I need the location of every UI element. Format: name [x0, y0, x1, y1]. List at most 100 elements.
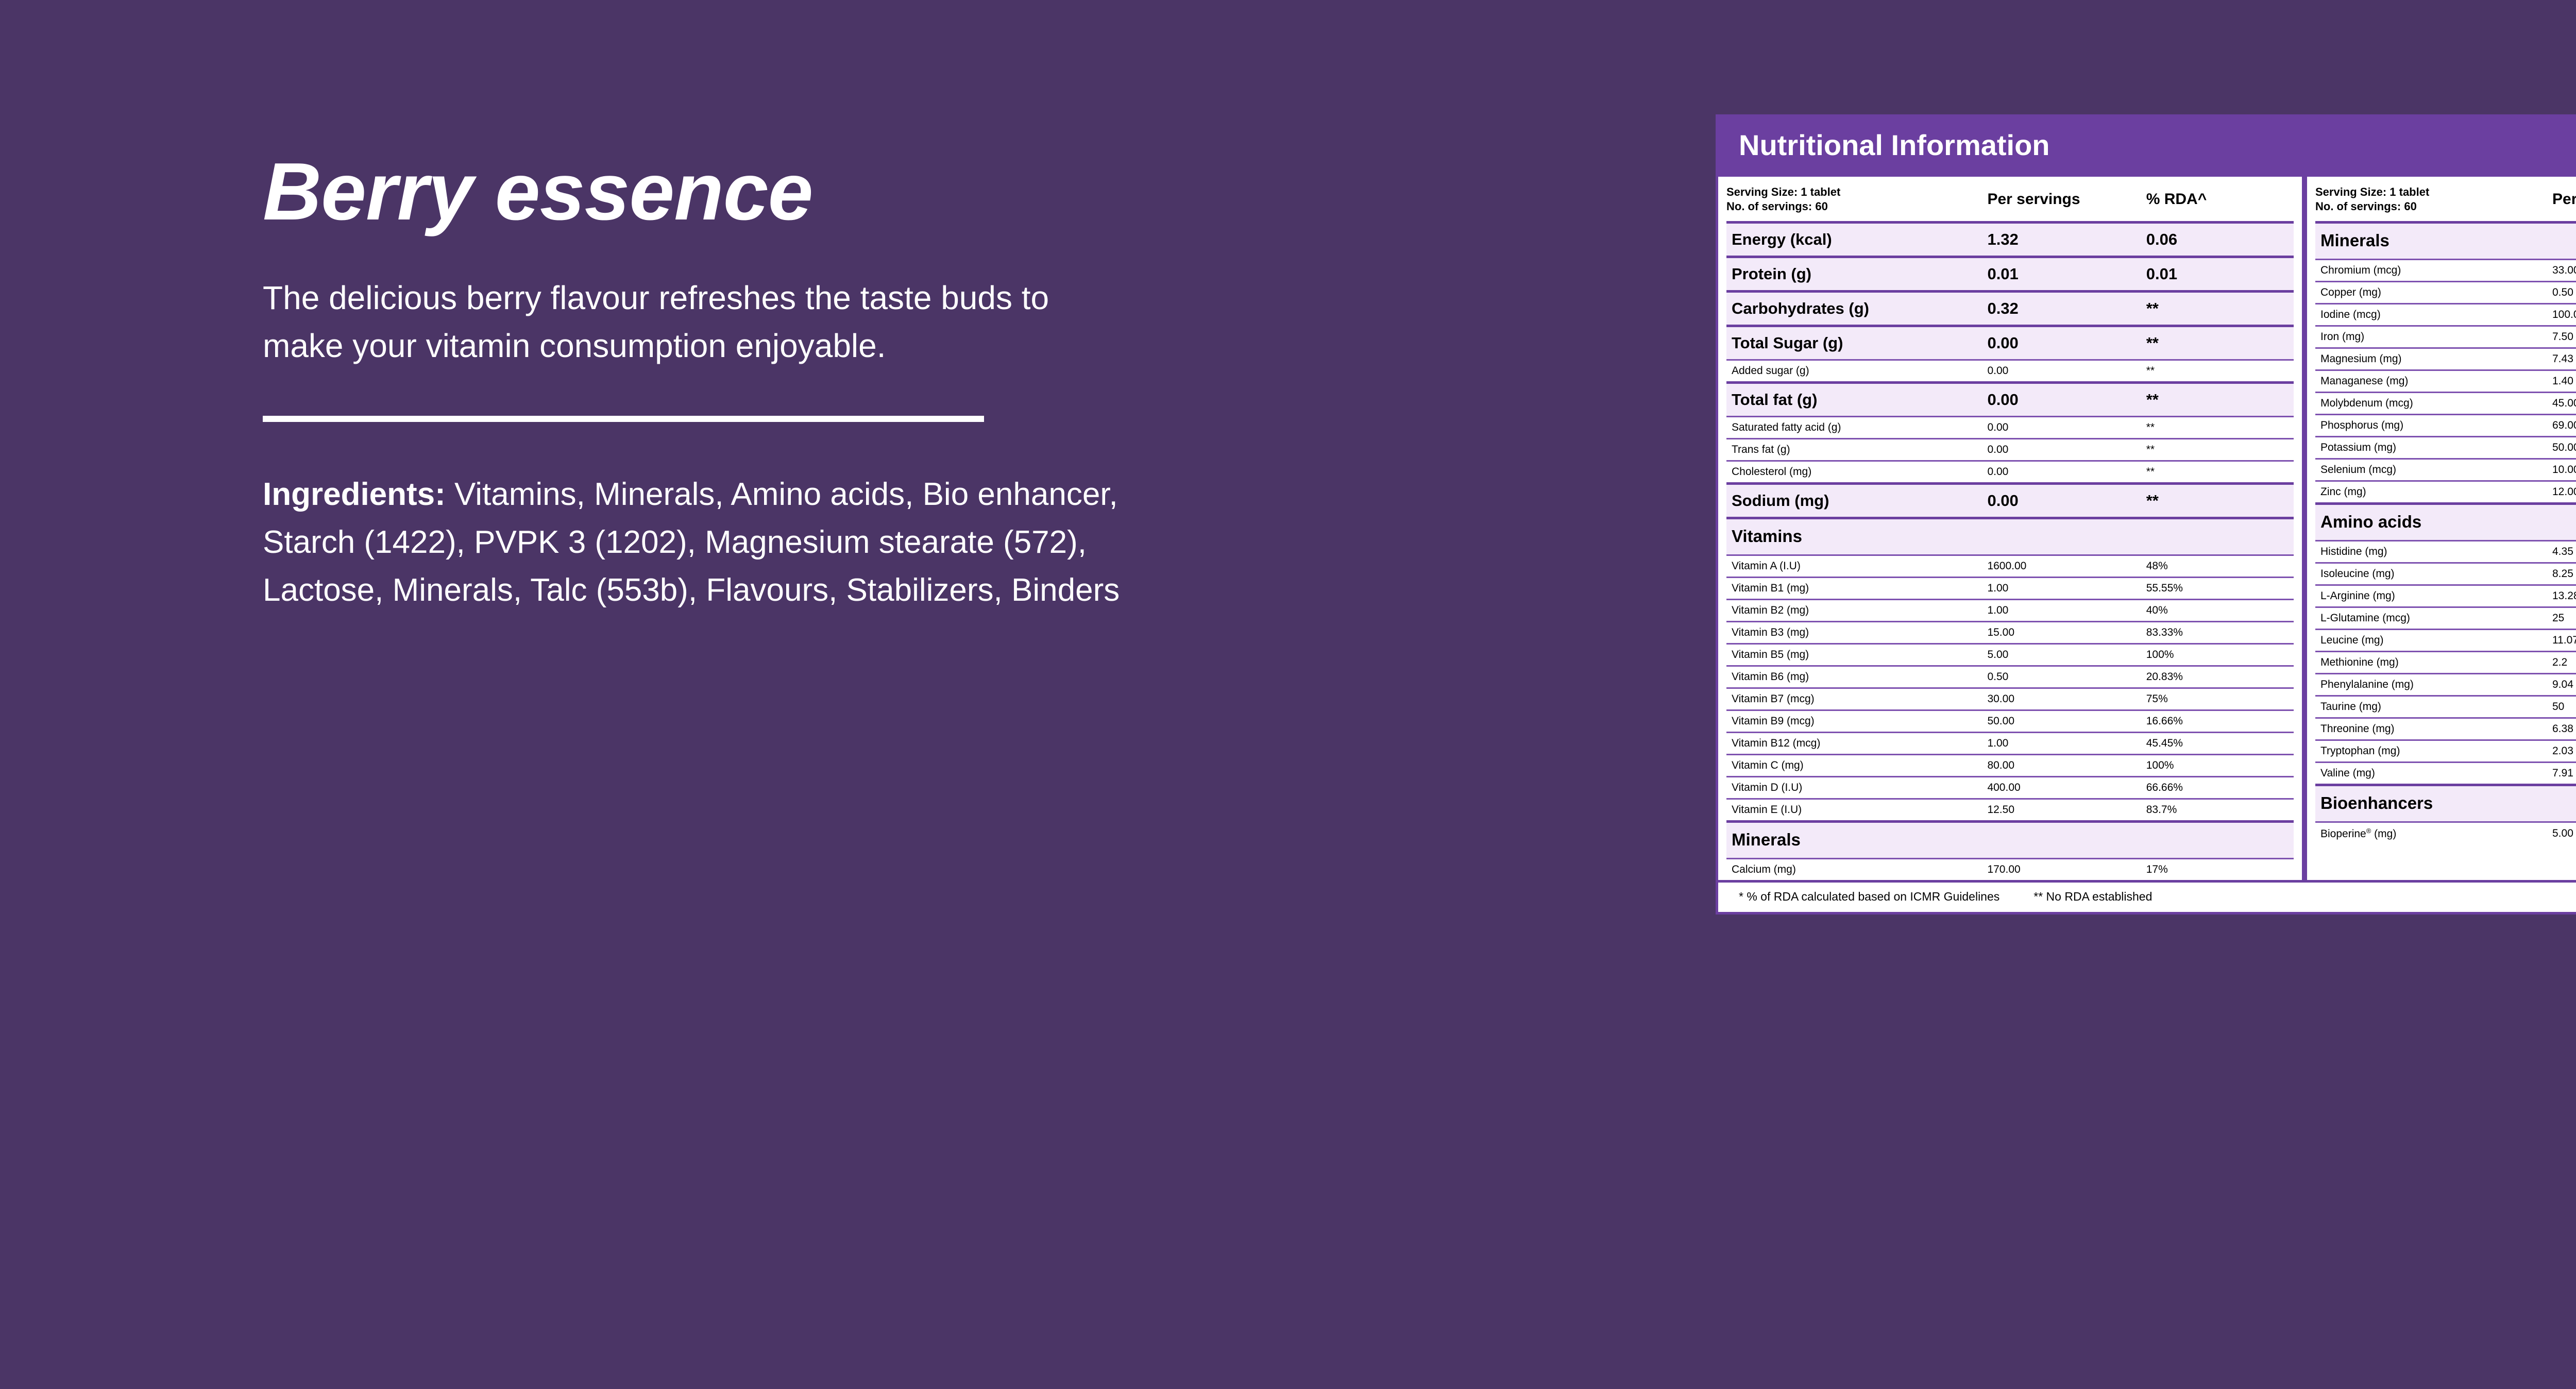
nutrient-name: Vitamin E (I.U)	[1726, 798, 1988, 822]
table-row: Trans fat (g) 0.00 **	[1726, 437, 2294, 461]
table-row: Valine (mg)7.910.46%	[2315, 761, 2576, 785]
table-row: Taurine (mg)50**	[2315, 694, 2576, 718]
table-row: Managanese (mg)1.4035%	[2315, 369, 2576, 393]
nutrient-name: Vitamin B12 (mcg)	[1726, 731, 1988, 755]
nutrient-per-serving-value: 12.00	[2552, 480, 2576, 504]
table-row: Vitamin C (mg) 80.00 100%	[1726, 753, 2294, 777]
nutrient-rda-value: 83.7%	[2146, 798, 2294, 822]
nutrient-per-serving-value: 100.00	[2552, 302, 2576, 326]
nutrient-rda-value: 0.01	[2146, 255, 2294, 292]
nutrient-name: Selenium (mcg)	[2315, 458, 2552, 481]
nutrient-per-serving-value: 0.50	[2552, 280, 2576, 304]
serving-info-cell: Serving Size: 1 tablet No. of servings: …	[2315, 177, 2552, 223]
nutrient-name: Iodine (mcg)	[2315, 302, 2552, 326]
nutrient-per-serving-value: 50.00	[2552, 435, 2576, 459]
nutrient-per-serving-value: 0.00	[1987, 381, 2146, 417]
nutrient-rda-value: **	[2146, 290, 2294, 326]
nutrient-per-serving-value: 50.00	[1987, 709, 2146, 733]
nutrient-per-serving-value: 0.01	[1987, 255, 2146, 292]
nutrient-name: Vitamin B1 (mg)	[1726, 576, 1988, 600]
nutrition-table-left: Serving Size: 1 tablet No. of servings: …	[1726, 177, 2294, 880]
nutrient-per-serving-value	[1987, 820, 2146, 859]
nutrient-name: Copper (mg)	[2315, 280, 2552, 304]
table-row: Magnesium (mg)7.431.68%	[2315, 347, 2576, 370]
nutrient-rda-value: 20.83%	[2146, 665, 2294, 688]
table-row: Potassium (mg)50.001.43%	[2315, 435, 2576, 459]
nutrient-name: Saturated fatty acid (g)	[1726, 415, 1988, 439]
servings-count-line: No. of servings: 60	[1726, 199, 1828, 213]
nutrient-name: Leucine (mg)	[2315, 628, 2552, 652]
nutrient-per-serving-value: 9.04	[2552, 672, 2576, 696]
nutrient-name: Phosphorus (mg)	[2315, 413, 2552, 437]
table-row: Vitamin A (I.U) 1600.00 48%	[1726, 554, 2294, 578]
nutrient-rda-value	[2146, 820, 2294, 859]
table-row: Saturated fatty acid (g) 0.00 **	[1726, 415, 2294, 439]
nutrient-per-serving-value: 30.00	[1987, 687, 2146, 710]
table-row: Iron (mg)7.5039.4%	[2315, 325, 2576, 348]
nutrition-table-right: Serving Size: 1 tablet No. of servings: …	[2315, 177, 2576, 844]
nutrient-name: Bioperine® (mg)	[2315, 821, 2552, 844]
nutrient-name: Methionine (mg)	[2315, 650, 2552, 674]
nutrient-per-serving-value: 7.91	[2552, 761, 2576, 785]
nutrient-rda-value: **	[2146, 437, 2294, 461]
nutrient-rda-value: 100%	[2146, 642, 2294, 666]
table-row: L-Arginine (mg)13.28**	[2315, 584, 2576, 607]
ingredients-paragraph: Ingredients: Vitamins, Minerals, Amino a…	[263, 470, 1206, 614]
nutrient-name: Phenylalanine (mg)	[2315, 672, 2552, 696]
nutrient-name: Amino acids	[2315, 502, 2552, 541]
nutrient-name: Carbohydrates (g)	[1726, 290, 1988, 326]
table-row: Tryptophan (mg)2.030.75%	[2315, 739, 2576, 763]
table-row: Bioperine® (mg)5.00**	[2315, 821, 2576, 844]
nutrient-rda-value: **	[2146, 482, 2294, 518]
nutrient-per-serving-value: 69.00	[2552, 413, 2576, 437]
nutrient-per-serving-value: 4.35	[2552, 539, 2576, 563]
nutrient-per-serving-value: 7.43	[2552, 347, 2576, 370]
table-row: Total fat (g) 0.00 **	[1726, 381, 2294, 417]
nutrient-per-serving-value: 400.00	[1987, 775, 2146, 799]
nutrient-per-serving-value: 80.00	[1987, 753, 2146, 777]
nutrient-rda-value: **	[2146, 381, 2294, 417]
nutrient-name: Vitamin C (mg)	[1726, 753, 1988, 777]
page-title: Berry essence	[263, 146, 813, 237]
nutrition-left-column: Serving Size: 1 tablet No. of servings: …	[1718, 176, 2307, 880]
nutrient-name: Magnesium (mg)	[2315, 347, 2552, 370]
product-description: The delicious berry flavour refreshes th…	[263, 279, 1049, 364]
footnote-no-rda: ** No RDA established	[2033, 889, 2153, 903]
nutrient-per-serving-value: 8.25	[2552, 562, 2576, 585]
table-row: Vitamin B9 (mcg) 50.00 16.66%	[1726, 709, 2294, 733]
table-row: Iodine (mcg)100.0071.42%	[2315, 302, 2576, 326]
nutrient-name: Vitamin A (I.U)	[1726, 554, 1988, 578]
table-row: Threonine (mg)6.380.65%	[2315, 717, 2576, 740]
nutrient-per-serving-value	[2552, 783, 2576, 822]
nutrient-name: Calcium (mg)	[1726, 857, 1988, 880]
nutrient-per-serving-value: 0.00	[1987, 482, 2146, 518]
table-row: Total Sugar (g) 0.00 **	[1726, 324, 2294, 360]
nutrient-name: Valine (mg)	[2315, 761, 2552, 785]
nutrient-per-serving-value: 5.00	[2552, 821, 2576, 844]
nutrient-name: Total fat (g)	[1726, 381, 1988, 417]
nutrient-per-serving-value: 10.00	[2552, 458, 2576, 481]
nutrient-name: Vitamin B5 (mg)	[1726, 642, 1988, 666]
nutrient-name: Total Sugar (g)	[1726, 324, 1988, 360]
table-header-row: Serving Size: 1 tablet No. of servings: …	[1726, 177, 2294, 223]
nutrient-name: Energy (kcal)	[1726, 221, 1988, 257]
nutrient-rda-value: 17%	[2146, 857, 2294, 880]
table-row: Sodium (mg) 0.00 **	[1726, 482, 2294, 518]
nutrient-per-serving-value: 0.00	[1987, 359, 2146, 383]
nutrient-name: Vitamin B9 (mcg)	[1726, 709, 1988, 733]
serving-size-line: Serving Size: 1 tablet	[1726, 185, 1841, 198]
table-row: Leucine (mg)11.070.43%	[2315, 628, 2576, 652]
table-header-row: Serving Size: 1 tablet No. of servings: …	[2315, 177, 2576, 223]
nutrition-footnotes: * % of RDA calculated based on ICMR Guid…	[1718, 879, 2576, 912]
nutrient-per-serving-value: 0.00	[1987, 460, 2146, 484]
nutrient-name: Managanese (mg)	[2315, 369, 2552, 393]
nutrient-rda-value: 100%	[2146, 753, 2294, 777]
nutrient-name: Threonine (mg)	[2315, 717, 2552, 740]
nutrient-name: Vitamin B2 (mg)	[1726, 598, 1988, 622]
nutrition-card-header: Nutritional Information	[1718, 117, 2576, 177]
nutrient-per-serving-value	[2552, 221, 2576, 260]
table-row: Isoleucine (mg)8.250.63%	[2315, 562, 2576, 585]
nutrient-name: Vitamin B7 (mcg)	[1726, 687, 1988, 710]
table-section-row: Bioenhancers	[2315, 783, 2576, 822]
nutrient-per-serving-value: 2.03	[2552, 739, 2576, 763]
